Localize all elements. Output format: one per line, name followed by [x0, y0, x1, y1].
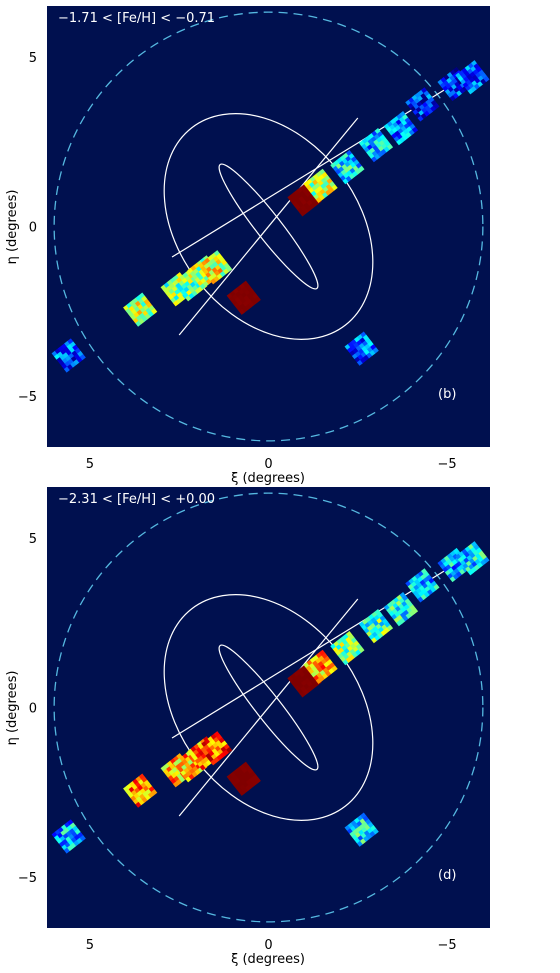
y-tick-labels: 5 0 −5: [18, 51, 37, 405]
survey-field: [383, 111, 419, 146]
x-tick-labels: 5 0 −5: [86, 938, 457, 953]
survey-fields: [51, 541, 490, 854]
panel-label: (b): [438, 387, 456, 402]
y-axis-label: η (degrees): [5, 671, 20, 746]
x-axis-label: ξ (degrees): [231, 952, 305, 967]
dashed-radius-circle: [53, 11, 484, 442]
survey-field: [358, 127, 394, 163]
y-tick-labels: 5 0 −5: [18, 532, 37, 886]
survey-field: [344, 812, 379, 847]
x-tick-label: −5: [438, 938, 457, 953]
y-tick-label: 5: [29, 51, 37, 66]
y-tick-label: −5: [18, 871, 37, 886]
dashed-radius-circle: [53, 492, 484, 923]
survey-field: [383, 592, 419, 627]
survey-field: [198, 250, 233, 285]
survey-field: [405, 568, 440, 603]
survey-fields: [51, 60, 490, 373]
survey-field: [358, 608, 394, 644]
survey-field: [405, 87, 440, 122]
survey-field: [303, 649, 338, 684]
inner-disk-ellipse: [218, 644, 319, 771]
survey-field: [123, 292, 158, 327]
panel-b: −1.71 < [Fe/H] < −0.71 (b) 5 0 −5 5 0 −5 ξ (…: [5, 6, 490, 486]
survey-field: [455, 541, 490, 576]
y-tick-label: −5: [18, 390, 37, 405]
survey-field: [123, 773, 158, 808]
survey-field: [437, 66, 472, 102]
inner-disk-ellipse: [218, 163, 319, 290]
survey-field: [344, 331, 379, 366]
x-tick-label: −5: [438, 457, 457, 472]
chart-title: −1.71 < [Fe/H] < −0.71: [58, 11, 215, 26]
major-axis-line: [178, 598, 359, 817]
chart-title: −2.31 < [Fe/H] < +0.00: [58, 492, 215, 507]
x-tick-labels: 5 0 −5: [86, 457, 457, 472]
survey-field: [51, 338, 86, 373]
y-axis-label: η (degrees): [5, 190, 20, 265]
survey-field: [330, 631, 365, 666]
panel-d: −2.31 < [Fe/H] < +0.00 (d) 5 0 −5 5 0 −5 ξ (…: [5, 487, 490, 967]
x-tick-label: 5: [86, 938, 94, 953]
major-axis-line: [178, 117, 359, 336]
survey-field: [226, 280, 261, 315]
x-tick-label: 0: [264, 457, 272, 472]
y-tick-label: 0: [29, 221, 37, 236]
survey-field: [51, 819, 86, 854]
survey-field: [173, 748, 208, 783]
survey-field: [226, 761, 261, 796]
y-tick-label: 5: [29, 532, 37, 547]
survey-field: [303, 168, 338, 203]
x-tick-label: 0: [264, 938, 272, 953]
survey-field: [198, 731, 233, 766]
y-tick-label: 0: [29, 702, 37, 717]
panel-label: (d): [438, 868, 456, 883]
survey-field: [330, 150, 365, 185]
x-tick-label: 5: [86, 457, 94, 472]
survey-field: [455, 60, 490, 95]
x-axis-label: ξ (degrees): [231, 471, 305, 486]
